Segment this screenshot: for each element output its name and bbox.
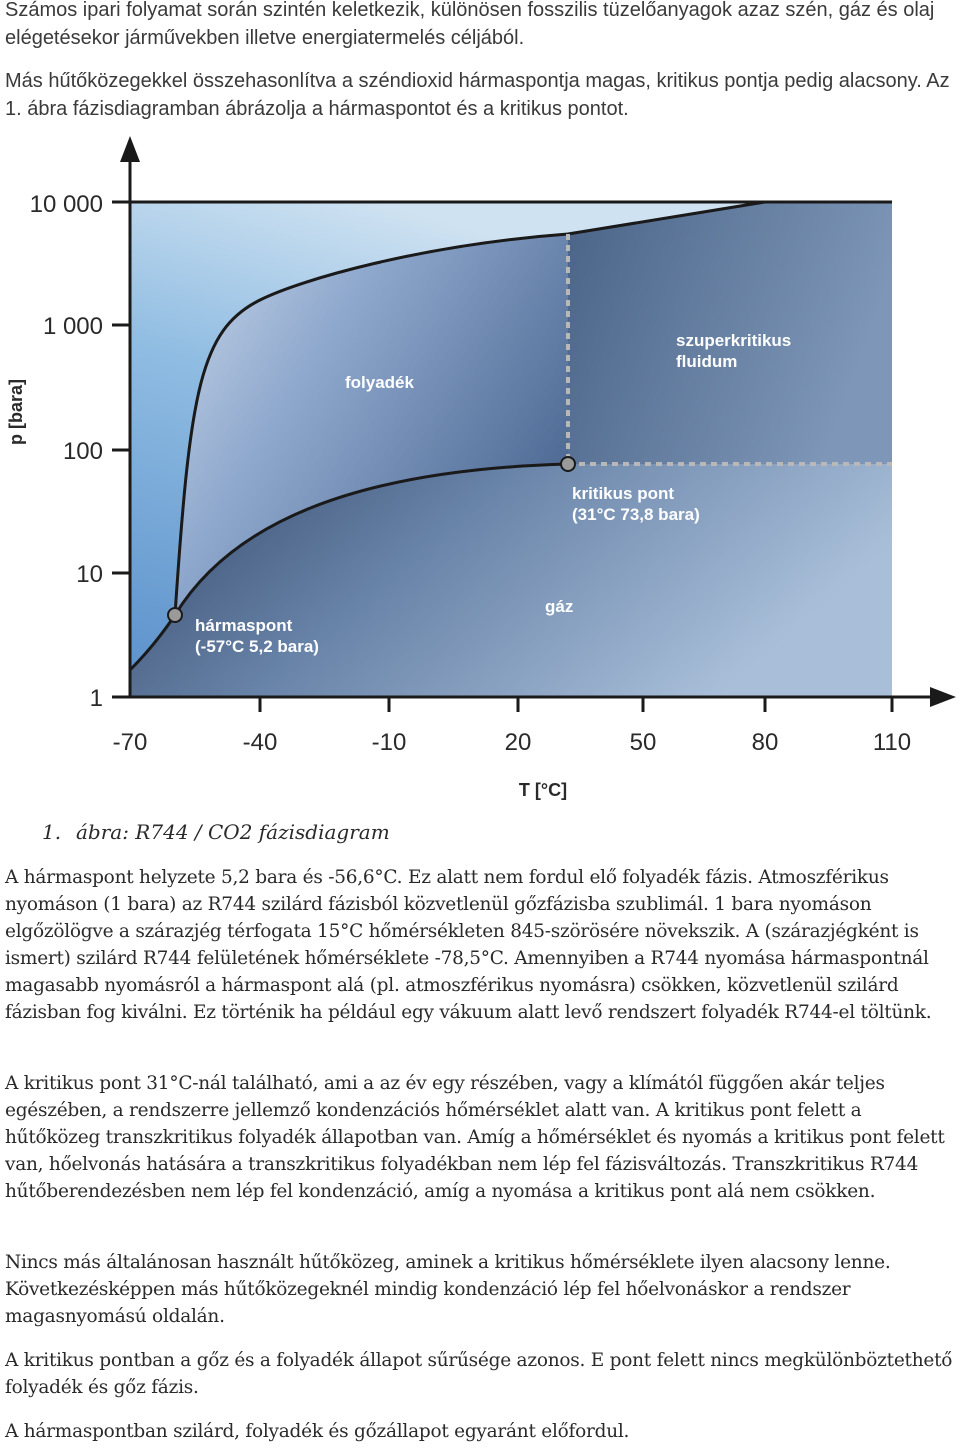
triple-point-label-line2: (-57°C 5,2 bara) [195,637,319,656]
intro-paragraph-1: Számos ipari folyamat során szintén kele… [5,0,935,49]
y-tick-label-10000: 10 000 [30,191,103,218]
x-tick-label: 80 [752,729,779,756]
y-tick-label-1000: 1 000 [43,313,103,340]
supercritical-label-line2: fluidum [676,352,737,371]
y-axis-label: p [bara] [6,379,26,445]
y-tick-label-100: 100 [63,438,103,465]
liquid-region [175,234,568,615]
x-tick-label: 50 [630,729,657,756]
phase-diagram: 10 000 1 000 100 10 1 -70 -40 -10 20 50 … [6,136,956,800]
x-tick-label: -70 [113,729,148,756]
x-axis-arrow [930,687,956,707]
triple-point-marker [167,607,183,623]
caption-number: 1. [42,820,62,844]
x-tick-label: 20 [505,729,532,756]
supercritical-region [568,202,892,464]
triple-point-label-line1: hármaspont [195,616,293,635]
caption-text: ábra: R744 / CO2 fázisdiagram [76,820,390,844]
x-tick-marks [258,697,894,712]
supercritical-label-line1: szuperkritikus [676,331,791,350]
figure-caption: 1. ábra: R744 / CO2 fázisdiagram [42,820,390,844]
body-paragraph-1: A hármaspont helyzete 5,2 bara és -56,6°… [5,867,932,1023]
critical-point-marker [560,456,576,472]
liquid-region-label: folyadék [345,373,415,392]
gas-region-label: gáz [545,597,573,616]
x-tick-label: -40 [243,729,278,756]
x-tick-label: 110 [873,729,911,756]
intro-paragraph-2: Más hűtőközegekkel összehasonlítva a szé… [5,70,950,120]
body-paragraph-5: A hármaspontban szilárd, folyadék és gőz… [5,1421,630,1442]
melting-curve [173,200,766,616]
body-paragraph-4: A kritikus pontban a gőz és a folyadék á… [5,1350,953,1398]
body-paragraph-2: A kritikus pont 31°C-nál található, ami … [5,1073,945,1202]
x-axis-label: T [°C] [519,780,567,800]
y-axis-arrow [120,136,140,162]
gas-region [130,464,892,697]
y-tick-label-1: 1 [90,685,103,712]
y-tick-label-10: 10 [76,561,103,588]
critical-point-label-line1: kritikus pont [572,484,674,503]
critical-point-label-line2: (31°C 73,8 bara) [572,505,700,524]
phase-diagram-figure: 10 000 1 000 100 10 1 -70 -40 -10 20 50 … [0,130,960,810]
vaporization-curve [128,462,569,672]
x-tick-label: -10 [372,729,407,756]
solid-region [130,202,765,670]
body-paragraph-3: Nincs más általánosan használt hűtőközeg… [5,1252,891,1327]
